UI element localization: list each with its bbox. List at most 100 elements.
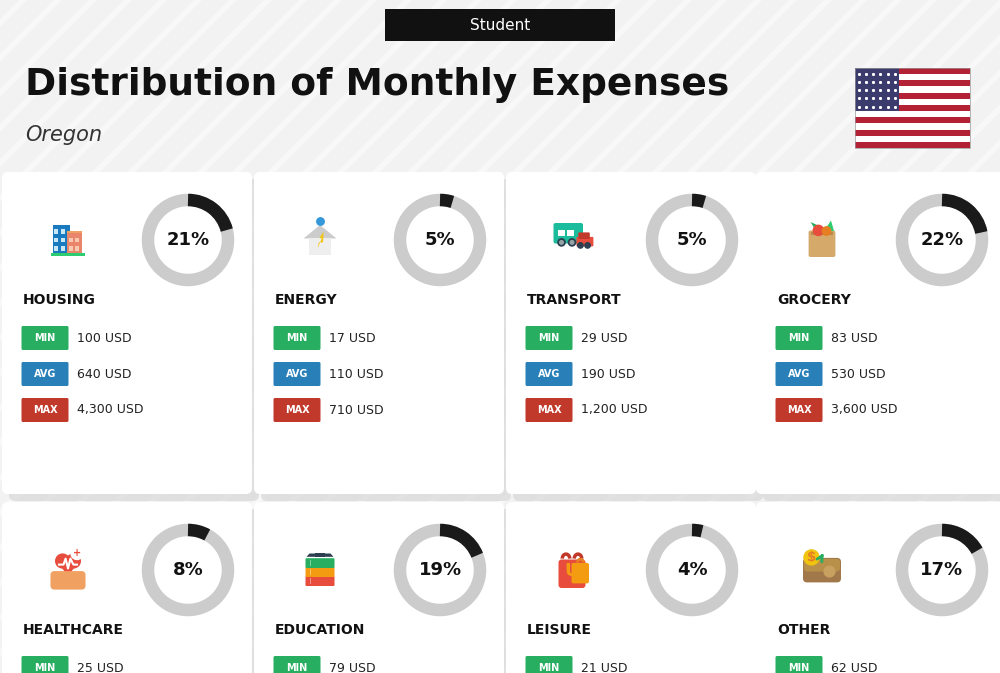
FancyBboxPatch shape <box>526 362 572 386</box>
Text: TRANSPORT: TRANSPORT <box>527 293 622 307</box>
Text: 83 USD: 83 USD <box>831 332 878 345</box>
FancyBboxPatch shape <box>254 172 504 494</box>
Text: MIN: MIN <box>286 333 308 343</box>
FancyBboxPatch shape <box>22 362 68 386</box>
Circle shape <box>822 227 831 235</box>
FancyBboxPatch shape <box>526 656 572 673</box>
FancyBboxPatch shape <box>763 509 1000 673</box>
Text: AVG: AVG <box>34 369 56 379</box>
Text: 79 USD: 79 USD <box>329 662 376 673</box>
FancyBboxPatch shape <box>53 225 70 255</box>
Circle shape <box>71 548 83 559</box>
FancyBboxPatch shape <box>809 230 835 257</box>
Circle shape <box>570 241 574 244</box>
Circle shape <box>558 239 565 246</box>
FancyBboxPatch shape <box>513 509 763 673</box>
Text: 22%: 22% <box>920 231 964 249</box>
Text: 110 USD: 110 USD <box>329 367 384 380</box>
Circle shape <box>824 566 835 577</box>
Text: HEALTHCARE: HEALTHCARE <box>23 623 124 637</box>
Text: HOUSING: HOUSING <box>23 293 96 307</box>
FancyBboxPatch shape <box>776 326 823 350</box>
Text: AVG: AVG <box>286 369 308 379</box>
FancyBboxPatch shape <box>506 172 756 494</box>
Text: AVG: AVG <box>538 369 560 379</box>
Circle shape <box>66 554 80 568</box>
Text: MAX: MAX <box>33 405 57 415</box>
FancyBboxPatch shape <box>803 558 841 582</box>
Text: MIN: MIN <box>788 663 810 673</box>
Text: U: U <box>565 563 579 581</box>
Bar <box>855 105 970 111</box>
FancyBboxPatch shape <box>22 326 68 350</box>
Text: 19%: 19% <box>418 561 462 579</box>
FancyBboxPatch shape <box>61 238 65 242</box>
Bar <box>855 99 970 105</box>
FancyBboxPatch shape <box>261 509 511 673</box>
Polygon shape <box>318 232 324 248</box>
FancyBboxPatch shape <box>776 362 823 386</box>
FancyBboxPatch shape <box>567 230 574 236</box>
Text: 21 USD: 21 USD <box>581 662 628 673</box>
Text: $: $ <box>807 551 816 564</box>
Text: MIN: MIN <box>34 333 56 343</box>
Circle shape <box>585 243 590 248</box>
Bar <box>855 129 970 136</box>
Text: 3,600 USD: 3,600 USD <box>831 404 898 417</box>
Text: 17%: 17% <box>920 561 964 579</box>
Text: 62 USD: 62 USD <box>831 662 878 673</box>
Polygon shape <box>57 561 79 576</box>
Bar <box>855 80 970 86</box>
Text: 5%: 5% <box>425 231 455 249</box>
Text: 4%: 4% <box>677 561 707 579</box>
Polygon shape <box>811 222 824 231</box>
FancyBboxPatch shape <box>9 509 259 673</box>
Text: MAX: MAX <box>537 405 561 415</box>
Circle shape <box>804 550 819 565</box>
Text: MIN: MIN <box>34 663 56 673</box>
Text: 25 USD: 25 USD <box>77 662 124 673</box>
FancyBboxPatch shape <box>572 563 589 583</box>
Text: Student: Student <box>470 17 530 32</box>
FancyBboxPatch shape <box>254 502 504 673</box>
Bar <box>855 117 970 123</box>
Text: 5%: 5% <box>677 231 707 249</box>
FancyBboxPatch shape <box>506 502 756 673</box>
Text: 17 USD: 17 USD <box>329 332 376 345</box>
Text: Distribution of Monthly Expenses: Distribution of Monthly Expenses <box>25 67 729 103</box>
FancyBboxPatch shape <box>67 234 82 255</box>
Bar <box>855 68 970 74</box>
FancyBboxPatch shape <box>69 238 73 242</box>
FancyBboxPatch shape <box>261 179 511 501</box>
FancyBboxPatch shape <box>315 553 325 557</box>
FancyBboxPatch shape <box>274 362 320 386</box>
FancyBboxPatch shape <box>811 232 833 235</box>
FancyBboxPatch shape <box>75 238 79 242</box>
Text: EDUCATION: EDUCATION <box>275 623 365 637</box>
Bar <box>855 74 970 80</box>
Text: MIN: MIN <box>788 333 810 343</box>
FancyBboxPatch shape <box>310 578 311 583</box>
FancyBboxPatch shape <box>69 246 73 250</box>
Text: MIN: MIN <box>538 663 560 673</box>
FancyBboxPatch shape <box>306 558 335 568</box>
FancyBboxPatch shape <box>9 179 259 501</box>
FancyBboxPatch shape <box>274 656 320 673</box>
FancyBboxPatch shape <box>526 326 572 350</box>
Text: 4,300 USD: 4,300 USD <box>77 404 144 417</box>
FancyBboxPatch shape <box>2 172 252 494</box>
Circle shape <box>56 554 70 568</box>
FancyBboxPatch shape <box>274 326 320 350</box>
Text: MIN: MIN <box>286 663 308 673</box>
FancyBboxPatch shape <box>804 559 840 571</box>
Circle shape <box>560 241 563 244</box>
FancyBboxPatch shape <box>513 179 763 501</box>
Text: 640 USD: 640 USD <box>77 367 132 380</box>
Text: GROCERY: GROCERY <box>777 293 851 307</box>
Bar <box>855 142 970 148</box>
Text: 8%: 8% <box>173 561 203 579</box>
FancyBboxPatch shape <box>558 559 585 588</box>
Text: AVG: AVG <box>788 369 810 379</box>
FancyBboxPatch shape <box>309 238 331 255</box>
FancyBboxPatch shape <box>22 398 68 422</box>
